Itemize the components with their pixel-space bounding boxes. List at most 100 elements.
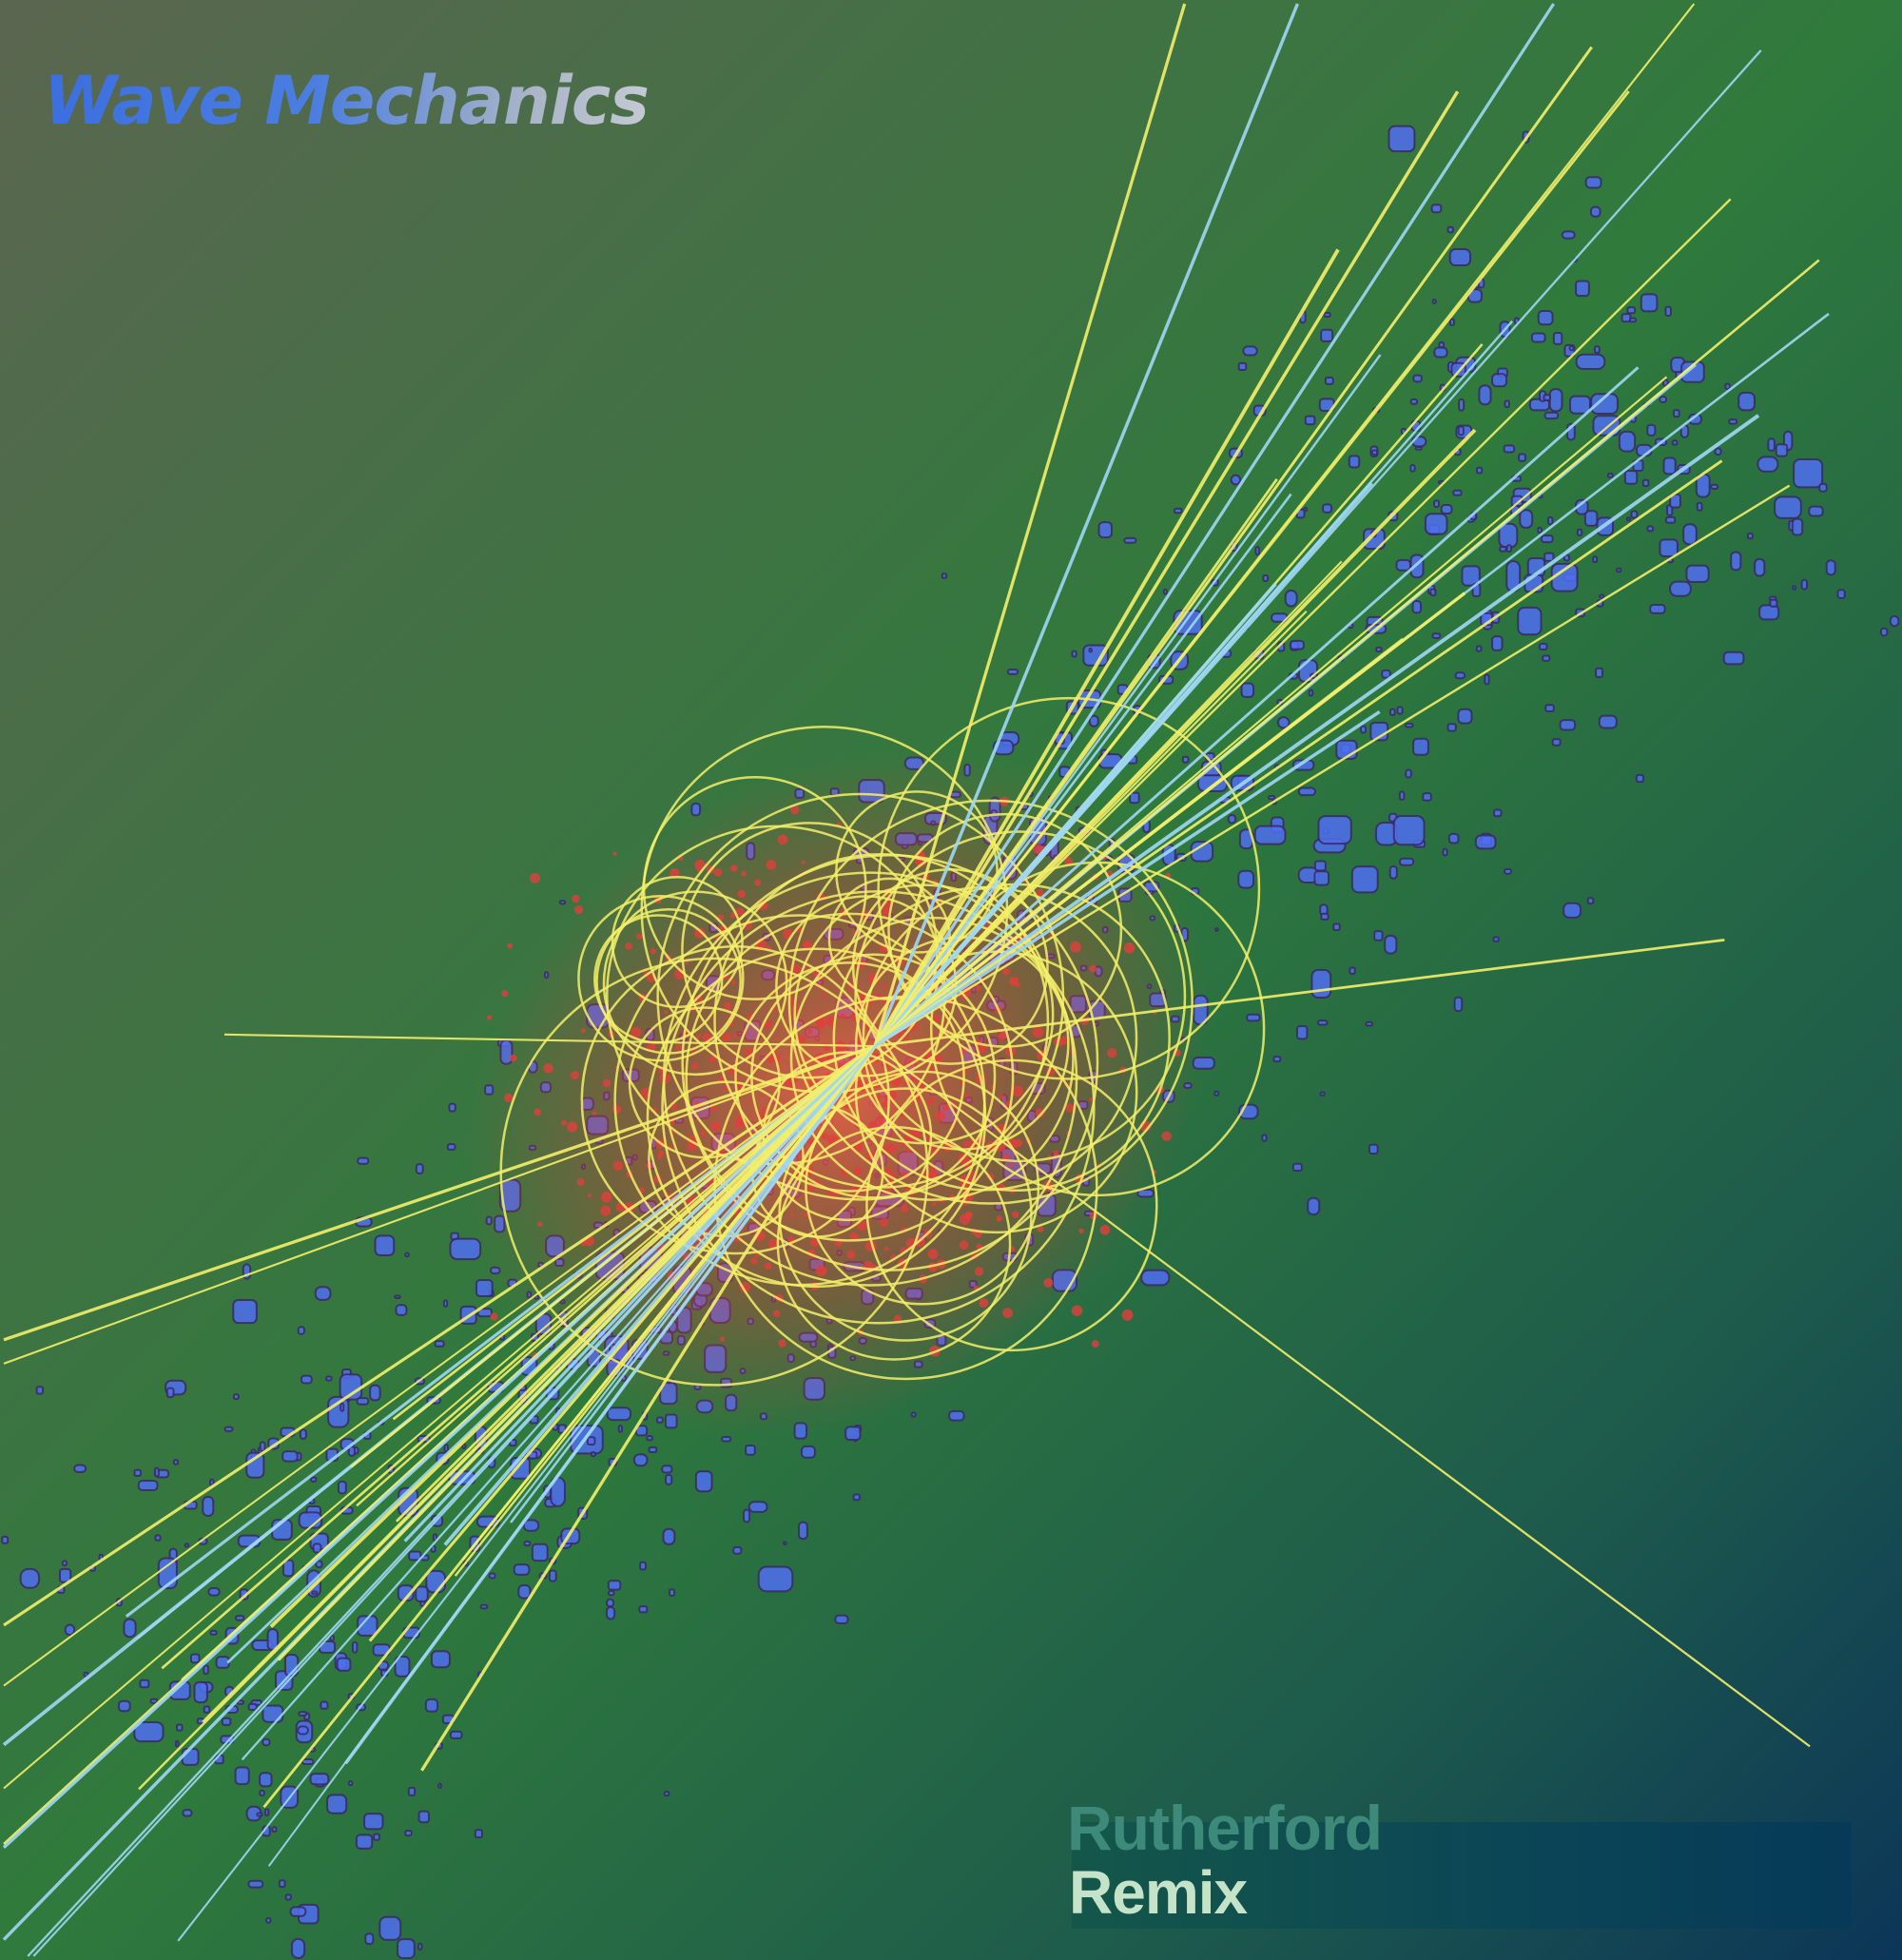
red-dot — [884, 1246, 889, 1252]
blue-blob — [1261, 1134, 1268, 1142]
blue-blob — [265, 1916, 272, 1924]
blue-blob — [404, 1830, 413, 1837]
spiral-track — [646, 947, 987, 1289]
blue-blob — [522, 1519, 540, 1532]
red-dot — [822, 1133, 828, 1140]
red-dot — [754, 1252, 760, 1258]
blue-blob — [1373, 930, 1384, 941]
straight-track — [873, 428, 1477, 1048]
blue-blob — [1561, 230, 1576, 240]
straight-track — [873, 248, 1340, 1047]
blue-blob — [1431, 298, 1437, 304]
blue-blob — [663, 1791, 670, 1796]
red-dot — [573, 905, 584, 915]
straight-track — [874, 49, 1762, 1047]
blue-blob — [1616, 567, 1622, 573]
blue-blob — [1476, 466, 1484, 475]
blue-blob — [290, 1937, 306, 1960]
blue-blob — [404, 1252, 410, 1258]
blue-blob — [510, 1457, 531, 1480]
blue-blob — [184, 1543, 190, 1548]
red-dot — [612, 1160, 624, 1172]
red-dot — [1002, 1308, 1013, 1318]
straight-track — [356, 1045, 876, 1507]
red-dot — [1107, 1048, 1117, 1058]
blue-blob — [1253, 825, 1287, 845]
straight-track — [2, 1044, 877, 1850]
red-dot — [530, 872, 540, 883]
spiral-track — [854, 830, 1187, 1163]
red-dot — [806, 1028, 813, 1035]
red-dot — [696, 1034, 701, 1039]
blue-blob — [284, 1893, 292, 1901]
blue-blob — [234, 1615, 245, 1621]
red-dot — [835, 1040, 847, 1053]
blue-blob — [1446, 225, 1454, 234]
blue-blob — [531, 1543, 549, 1562]
blue-blob — [1475, 645, 1483, 652]
blue-blob — [1448, 318, 1455, 326]
spiral-track — [789, 916, 1075, 1201]
blue-blob — [1543, 552, 1555, 562]
blue-blob — [394, 1294, 401, 1299]
blue-blob — [297, 1725, 309, 1736]
red-dot — [543, 1063, 553, 1074]
red-dot — [876, 1115, 884, 1123]
blue-blob — [742, 1508, 751, 1523]
blue-blob — [1297, 786, 1317, 797]
blue-blob — [1412, 737, 1429, 756]
blue-blob — [1214, 927, 1219, 932]
red-dot — [1063, 857, 1073, 866]
blue-blob — [415, 1163, 424, 1174]
straight-track — [874, 259, 1820, 1047]
blue-blob — [289, 1906, 307, 1917]
blue-blob — [1800, 578, 1808, 591]
straight-track — [3, 1045, 876, 1365]
blue-blob — [586, 1436, 596, 1446]
blue-blob — [1320, 328, 1334, 342]
blue-blob — [639, 1561, 647, 1571]
blue-blob — [1710, 483, 1719, 491]
straight-track — [3, 1044, 876, 1627]
blue-blob — [1398, 790, 1406, 801]
straight-track — [350, 1044, 876, 1468]
blue-blob — [139, 1679, 150, 1689]
blue-blob — [1504, 399, 1510, 409]
blue-blob — [1246, 1013, 1261, 1022]
blue-blob — [1546, 515, 1554, 526]
blue-blob — [281, 1450, 299, 1463]
blue-blob — [1409, 464, 1416, 473]
blue-blob — [476, 1308, 494, 1318]
red-dot — [1032, 1026, 1044, 1038]
blue-blob — [189, 1653, 201, 1664]
blue-blob — [1575, 353, 1606, 371]
blue-blob — [1671, 439, 1679, 446]
red-dot — [801, 860, 805, 864]
red-dot — [846, 1250, 856, 1259]
blue-blob — [1641, 478, 1650, 487]
blue-blob — [1478, 384, 1492, 406]
blue-blob — [1519, 509, 1534, 529]
blue-blob — [1548, 388, 1563, 413]
blue-blob — [430, 1544, 437, 1553]
blue-blob — [1518, 453, 1526, 462]
blue-blob — [523, 1540, 532, 1547]
blue-blob — [369, 1384, 381, 1402]
red-dot — [700, 1130, 706, 1136]
blue-blob — [123, 1618, 137, 1639]
blue-blob — [1381, 669, 1391, 679]
red-dot — [1121, 1309, 1134, 1321]
straight-track — [267, 1045, 876, 1867]
red-dot — [739, 1281, 751, 1293]
blue-blob — [1575, 280, 1590, 298]
red-dot — [979, 1298, 989, 1309]
red-dot — [931, 1032, 937, 1037]
blue-blob — [1685, 564, 1710, 583]
red-dot — [741, 870, 747, 877]
red-dot — [853, 1167, 863, 1175]
blue-blob — [474, 1829, 483, 1839]
blue-blob — [1879, 627, 1889, 637]
blue-blob — [1474, 834, 1497, 850]
blue-blob — [357, 1615, 378, 1637]
